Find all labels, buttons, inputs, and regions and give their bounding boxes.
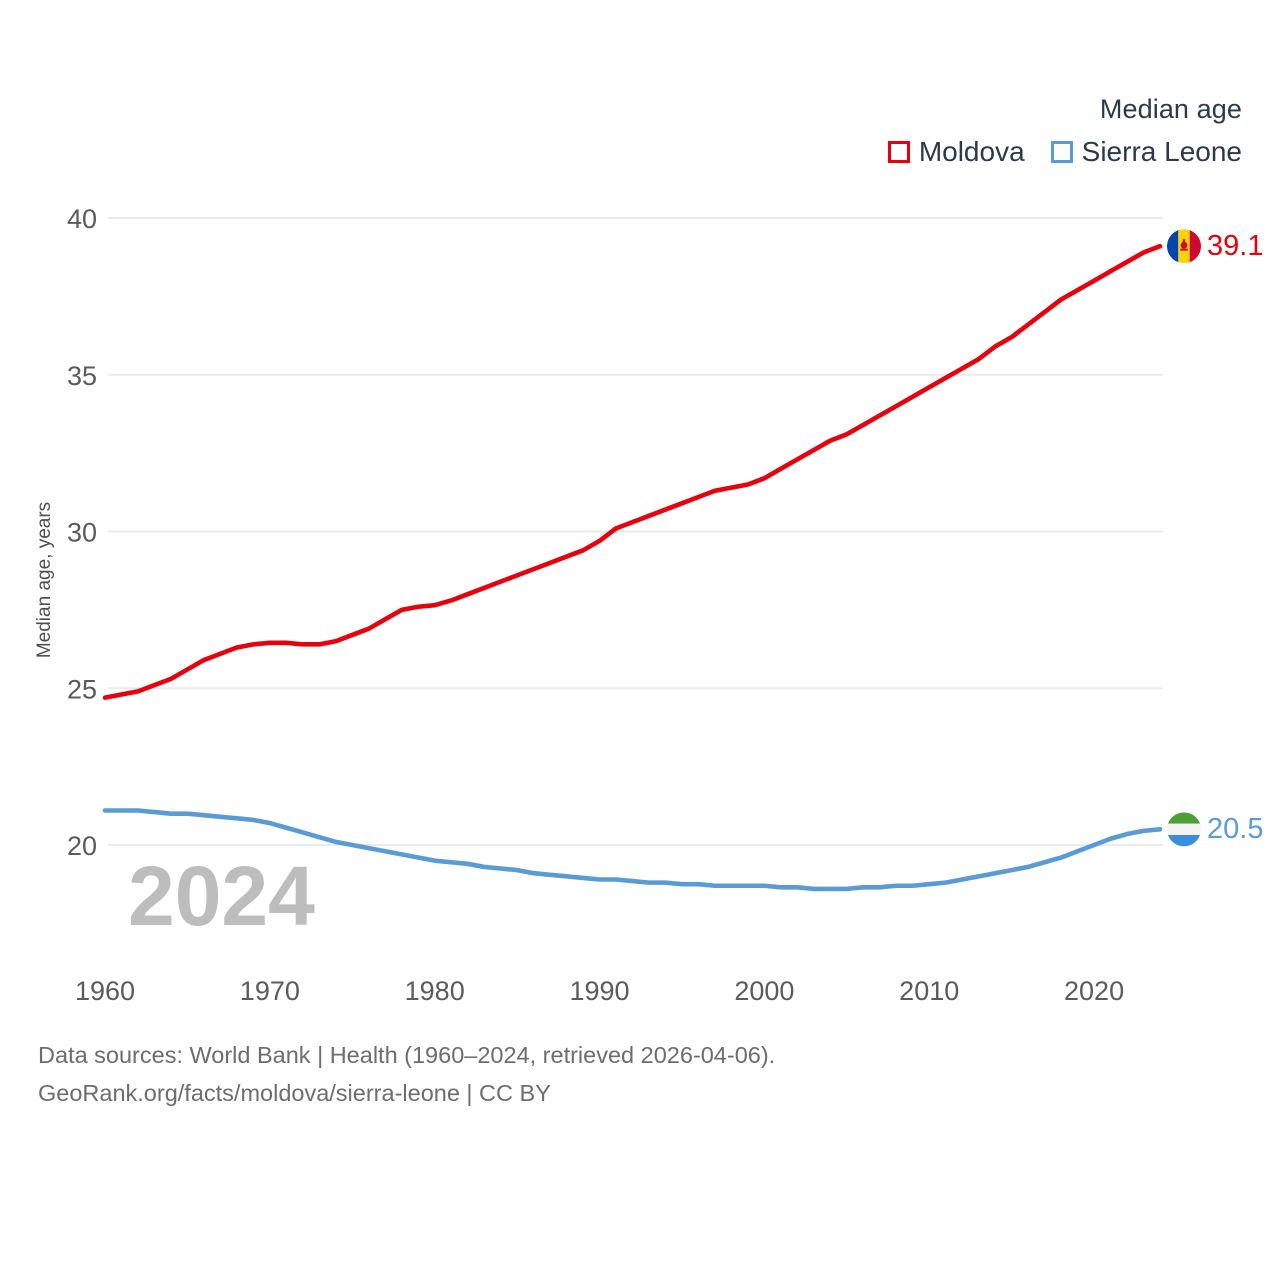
footer-data-sources: Data sources: World Bank | Health (1960–… (38, 1042, 776, 1068)
series-lines (102, 243, 1163, 892)
end-markers: 39.1 20.5 (1167, 229, 1263, 847)
x-axis-ticks: 1960 1970 1980 1990 2000 2010 2020 (75, 976, 1124, 1006)
legend-label-sierra-leone: Sierra Leone (1081, 136, 1242, 167)
y-tick-label: 40 (67, 204, 97, 234)
legend-title: Median age (1099, 94, 1242, 124)
sierra-leone-flag-icon (1167, 812, 1201, 847)
end-label-moldova: 39.1 (1207, 230, 1263, 262)
end-label-sierra-leone: 20.5 (1207, 813, 1263, 845)
series-line-sierra-leone (102, 808, 1163, 892)
legend-label-moldova: Moldova (918, 136, 1025, 167)
moldova-flag-icon (1167, 229, 1201, 264)
gridlines (108, 217, 1163, 846)
chart-footer: Data sources: World Bank | Health (1960–… (38, 1036, 775, 1112)
series-line-moldova (102, 243, 1163, 700)
footer-attribution[interactable]: GeoRank.org/facts/moldova/sierra-leone |… (38, 1080, 551, 1107)
legend-items: Moldova Sierra Leone (887, 136, 1242, 167)
y-axis-title: Median age, years (34, 502, 55, 658)
y-axis-ticks: 20 25 30 35 40 (67, 204, 97, 861)
legend-item-moldova[interactable]: Moldova (887, 136, 1025, 167)
x-tick-label: 2010 (899, 976, 959, 1006)
x-tick-label: 2000 (734, 976, 794, 1006)
y-tick-label: 20 (67, 831, 97, 861)
y-tick-label: 35 (67, 361, 97, 391)
year-watermark: 2024 (128, 849, 315, 943)
legend-swatch-moldova (887, 141, 910, 163)
x-tick-label: 1980 (405, 976, 465, 1006)
x-tick-label: 1960 (75, 976, 135, 1006)
y-tick-label: 25 (67, 674, 97, 704)
chart-legend: Median age Moldova Sierra Leone (887, 94, 1242, 167)
x-tick-label: 1970 (240, 976, 300, 1006)
x-tick-label: 1990 (569, 976, 629, 1006)
y-tick-label: 30 (67, 518, 97, 548)
legend-item-sierra-leone[interactable]: Sierra Leone (1050, 136, 1242, 167)
x-tick-label: 2020 (1064, 976, 1124, 1006)
legend-swatch-sierra-leone (1050, 141, 1073, 163)
